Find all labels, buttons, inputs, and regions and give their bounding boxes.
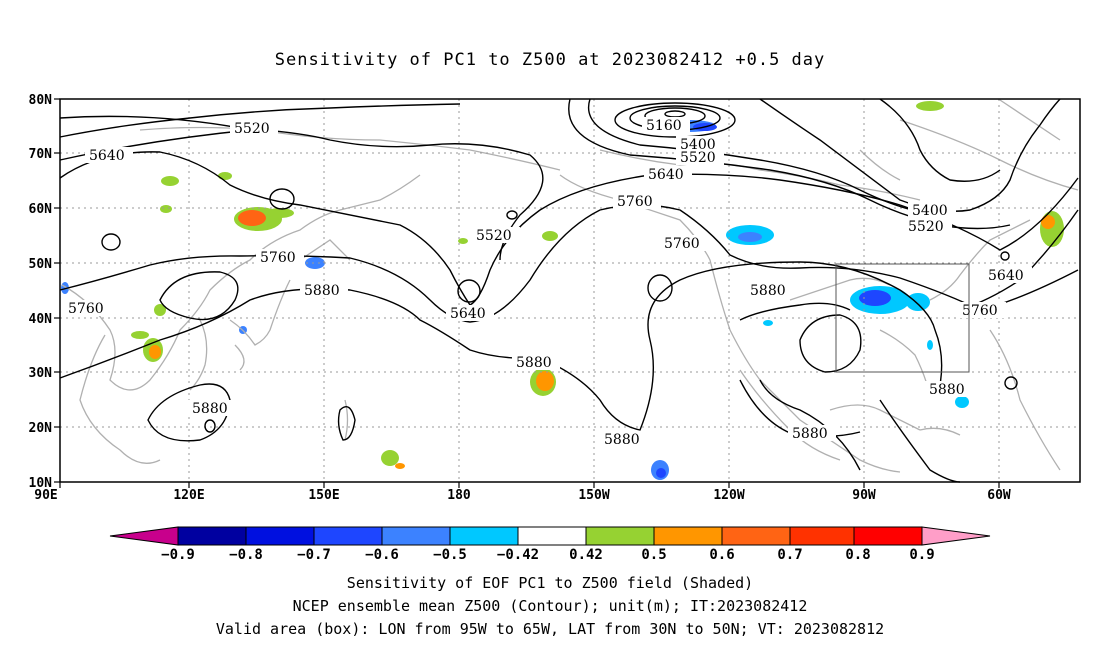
contour-label: 5760 (617, 194, 653, 210)
colorbar-cell (177, 526, 247, 546)
sensitivity-shading (61, 101, 1064, 480)
contour-label: 5880 (304, 283, 340, 299)
contour-label: 5520 (234, 121, 270, 137)
lon-tick-label: 120W (713, 488, 744, 503)
caption-shading: Sensitivity of EOF PC1 to Z500 field (Sh… (346, 574, 754, 592)
lon-tick-label: 150E (308, 488, 339, 503)
map-frame (59, 98, 1081, 483)
colorbar-cell (313, 526, 383, 546)
colorbar-label: −0.5 (433, 547, 467, 563)
colorbar-cell (789, 526, 859, 546)
contour-label: 5880 (516, 355, 552, 371)
colorbar-cell (853, 526, 923, 546)
colorbar-cell (721, 526, 791, 546)
lon-tick-label: 120E (173, 488, 204, 503)
lat-tick-label: 10N (29, 476, 53, 491)
contour-label: 5760 (664, 236, 700, 252)
contour-labels: 5520 5640 5760 5880 5160 5400 5520 5640 … (64, 117, 1032, 448)
lon-tick-label: 180 (447, 488, 471, 503)
lon-tick-label: 150W (578, 488, 609, 503)
contour-label: 5880 (192, 401, 228, 417)
contour-label: 5160 (646, 118, 682, 134)
contour-label: 5760 (68, 301, 104, 317)
lon-tick-label: 90W (852, 488, 876, 503)
contour-label: 5400 (912, 203, 948, 219)
colorbar-label: −0.7 (297, 547, 331, 563)
axis-ticks (54, 98, 1000, 488)
colorbar-label: 0.5 (641, 547, 666, 563)
lat-tick-label: 60N (29, 202, 53, 217)
contour-label: 5880 (929, 382, 965, 398)
map-title: Sensitivity of PC1 to Z500 at 2023082412… (274, 50, 826, 70)
contour-label: 5520 (680, 150, 716, 166)
colorbar-label: 0.8 (845, 547, 870, 563)
lon-tick-label: 90E (34, 488, 57, 503)
colorbar-cell (245, 526, 315, 546)
lat-tick-label: 50N (29, 257, 53, 272)
z500-contours (59, 98, 1079, 483)
colorbar-cell (585, 526, 655, 546)
caption-valid-area: Valid area (box): LON from 95W to 65W, L… (215, 620, 885, 638)
contour-label: 5520 (908, 219, 944, 235)
colorbar-label: −0.42 (497, 547, 539, 563)
lat-tick-labels: 10N 20N 30N 40N 50N 60N 70N 80N (29, 93, 53, 491)
colorbar-label: −0.6 (365, 547, 399, 563)
lat-lon-grid (60, 99, 1080, 482)
colorbar-label: 0.42 (569, 547, 603, 563)
contour-label: 5880 (604, 432, 640, 448)
contour-label: 5640 (648, 167, 684, 183)
colorbar-label: 0.6 (709, 547, 734, 563)
lon-tick-label: 60W (987, 488, 1011, 503)
contour-label: 5760 (962, 303, 998, 319)
contour-label: 5640 (89, 148, 125, 164)
colorbar-cell (517, 526, 587, 546)
lat-tick-label: 30N (29, 366, 53, 381)
colorbar: −0.9 −0.8 −0.7 −0.6 −0.5 −0.42 0.42 0.5 … (109, 526, 991, 563)
lat-tick-label: 80N (29, 93, 53, 108)
contour-label: 5520 (476, 228, 512, 244)
lon-tick-labels: 90E 120E 150E 180 150W 120W 90W 60W (34, 488, 1011, 503)
valid-area-box (835, 263, 970, 373)
caption-contour: NCEP ensemble mean Z500 (Contour); unit(… (292, 597, 808, 615)
colorbar-label: 0.7 (777, 547, 802, 563)
contour-label: 5640 (450, 306, 486, 322)
contour-label: 5640 (988, 268, 1024, 284)
colorbar-low-triangle (109, 526, 179, 546)
contour-label: 5760 (260, 250, 296, 266)
lat-tick-label: 20N (29, 421, 53, 436)
colorbar-label: 0.9 (909, 547, 934, 563)
contour-label: 5880 (792, 426, 828, 442)
colorbar-label: −0.9 (161, 547, 195, 563)
colorbar-cell (653, 526, 723, 546)
colorbar-label: −0.8 (229, 547, 263, 563)
lat-tick-label: 70N (29, 147, 53, 162)
contour-label: 5880 (750, 283, 786, 299)
colorbar-cell (381, 526, 451, 546)
lat-tick-label: 40N (29, 312, 53, 327)
colorbar-cell (449, 526, 519, 546)
colorbar-high-triangle (921, 526, 991, 546)
